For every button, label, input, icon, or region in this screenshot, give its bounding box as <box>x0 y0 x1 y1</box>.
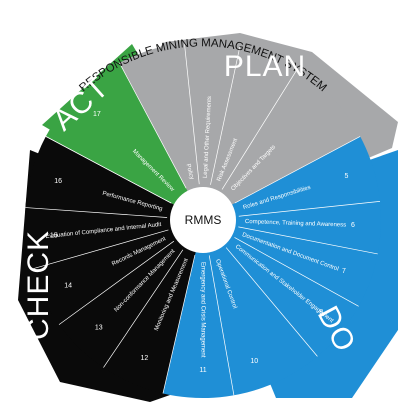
element-number: 17 <box>93 111 101 118</box>
do-sector <box>162 136 381 398</box>
spoke <box>45 136 172 204</box>
act-sector <box>45 62 203 220</box>
element-number: 5 <box>344 173 348 180</box>
element-label: Competence, Training and Awareness <box>245 219 346 229</box>
element-label: Policy <box>185 163 195 180</box>
element-number: 6 <box>351 222 355 229</box>
spoke <box>225 247 318 357</box>
spoke <box>221 68 298 190</box>
spoke <box>25 207 168 218</box>
spoke <box>119 62 187 189</box>
element-number: 13 <box>95 325 103 332</box>
element-label: Emergency and Crisis Management <box>199 262 205 358</box>
element-number: 7 <box>342 268 346 275</box>
center-label: RMMS <box>185 213 222 227</box>
phase-label: CHECK <box>22 230 55 340</box>
element-number: 15 <box>50 233 58 240</box>
element-number: 10 <box>250 358 258 365</box>
element-number: 14 <box>64 283 72 290</box>
phase-label: PLAN <box>224 50 306 83</box>
element-number: 8 <box>319 309 323 316</box>
element-number: 12 <box>140 355 148 362</box>
element-label: Legal and Other Requirements <box>203 96 213 178</box>
spoke <box>238 201 381 217</box>
spoke <box>31 229 169 270</box>
spoke <box>210 45 241 185</box>
center-circle <box>170 187 236 253</box>
element-number: 11 <box>199 367 206 374</box>
spoke <box>162 254 196 394</box>
spoke <box>234 237 359 307</box>
check-sector <box>25 136 203 394</box>
spoke <box>238 226 378 255</box>
spoke <box>184 42 200 185</box>
spoke <box>58 240 175 325</box>
spoke <box>103 249 184 368</box>
spoke <box>234 136 361 204</box>
element-number: 16 <box>54 178 62 185</box>
spoke <box>208 255 235 396</box>
